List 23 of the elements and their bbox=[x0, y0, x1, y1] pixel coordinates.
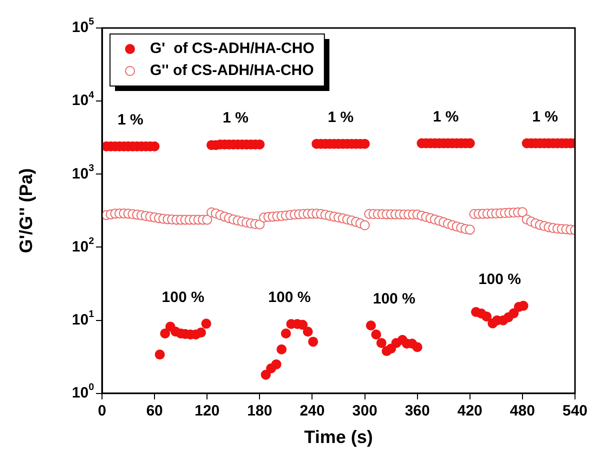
x-tick-label: 540 bbox=[562, 402, 588, 420]
annotation: 1 % bbox=[328, 108, 354, 126]
annotation: 100 % bbox=[162, 288, 204, 306]
annotation: 100 % bbox=[268, 289, 311, 306]
x-axis-title: Time (s) bbox=[304, 427, 373, 448]
annotation: 1 % bbox=[532, 108, 558, 126]
x-tick-label: 120 bbox=[194, 402, 220, 420]
x-tick-label: 420 bbox=[457, 402, 482, 420]
legend-label: G' of CS-ADH/HA-CHO bbox=[150, 40, 315, 58]
x-tick-label: 300 bbox=[352, 402, 378, 420]
annotation: 100 % bbox=[478, 270, 521, 288]
x-tick-label: 60 bbox=[146, 402, 163, 420]
annotation: 1 % bbox=[118, 112, 144, 129]
legend-label: G'' of CS-ADH/HA-CHO bbox=[150, 62, 314, 80]
annotation: 1 % bbox=[432, 108, 459, 126]
x-tick-label: 480 bbox=[510, 402, 535, 420]
x-tick-label: 180 bbox=[247, 402, 272, 420]
x-tick-label: 240 bbox=[300, 402, 325, 420]
annotation: 1 % bbox=[222, 110, 249, 127]
y-axis-title: G'/G'' (Pa) bbox=[16, 168, 36, 254]
x-tick-label: 360 bbox=[404, 402, 430, 420]
annotation: 100 % bbox=[372, 290, 416, 308]
x-tick-label: 0 bbox=[98, 402, 106, 420]
